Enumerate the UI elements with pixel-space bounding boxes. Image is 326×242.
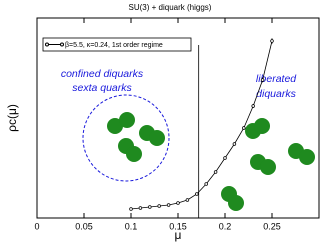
x-tick-label: 0.25: [263, 221, 281, 231]
particle: [126, 146, 142, 162]
annotation: sexta quarks: [72, 82, 132, 94]
legend: [42, 37, 192, 52]
data-point: [223, 156, 227, 160]
data-point: [204, 182, 208, 186]
data-point: [213, 170, 218, 174]
data-point: [157, 204, 161, 208]
data-point: [270, 39, 274, 43]
particles: [82, 94, 315, 211]
data-point: [148, 205, 152, 209]
data-point: [176, 201, 180, 205]
data-point: [242, 126, 246, 130]
x-axis-label: μ: [175, 228, 182, 242]
dashed-boundary: [82, 94, 170, 182]
chart-title: SU(3) + diquark (higgs): [129, 3, 212, 12]
particle: [149, 130, 165, 146]
particle: [260, 159, 276, 175]
annotation: diquarks: [256, 88, 296, 100]
x-tick-label: 0: [34, 221, 39, 231]
x-tick-label: 0.2: [219, 221, 232, 231]
annotation: confined diquarks: [61, 68, 144, 80]
x-tick-label: 0.1: [125, 221, 138, 231]
legend-marker: [60, 42, 64, 47]
x-tick-label: 0.15: [169, 221, 187, 231]
data-point: [185, 198, 190, 202]
annotation: liberated: [256, 73, 297, 85]
particle: [119, 112, 135, 128]
data-point: [251, 104, 255, 108]
data-point: [195, 192, 199, 196]
particle: [299, 149, 315, 165]
y-axis-label: ρc(μ): [5, 104, 19, 132]
legend-marker: [45, 42, 49, 47]
data-point: [129, 207, 133, 211]
particle: [107, 118, 123, 134]
data-point: [166, 203, 171, 207]
legend-label: β=5.5, κ=0.24, 1st order regime: [65, 42, 163, 49]
particle: [254, 118, 270, 134]
x-tick-label: 0.05: [75, 221, 93, 231]
data-point: [260, 78, 265, 82]
data-point: [138, 206, 143, 210]
series-line: [130, 40, 273, 210]
particle: [228, 195, 244, 211]
data-point: [232, 142, 237, 146]
